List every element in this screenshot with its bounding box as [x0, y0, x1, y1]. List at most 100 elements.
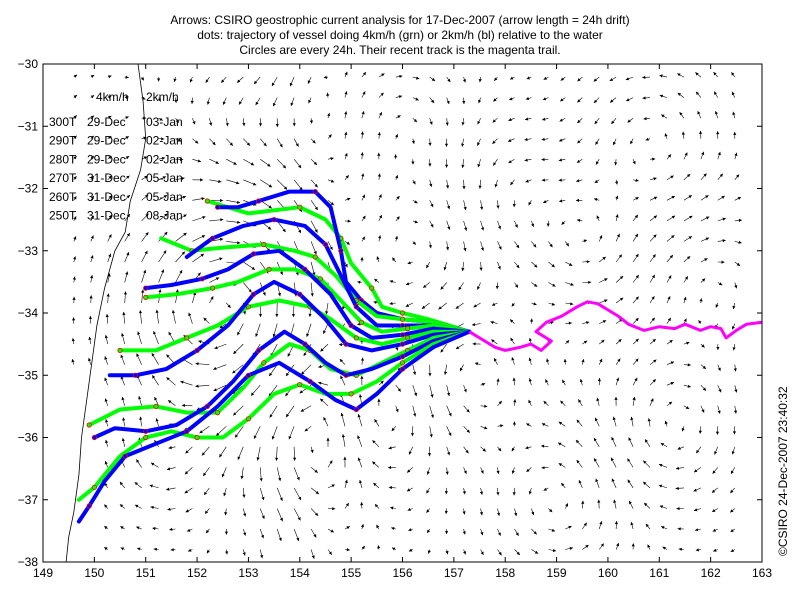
current-arrowhead — [559, 199, 563, 203]
current-arrowhead — [233, 412, 237, 416]
current-arrowhead — [679, 112, 683, 116]
current-arrowhead — [481, 227, 485, 231]
current-arrowhead — [378, 235, 382, 239]
current-arrowhead — [346, 548, 350, 552]
current-arrowhead — [688, 236, 692, 240]
current-arrowhead — [119, 481, 123, 486]
current-arrowhead — [255, 333, 259, 337]
current-arrowhead — [344, 131, 348, 136]
current-arrowhead — [195, 140, 199, 144]
current-arrowhead — [258, 314, 263, 317]
current-arrowhead — [412, 181, 416, 185]
current-arrowhead — [320, 348, 324, 352]
current-arrowhead — [166, 354, 170, 358]
current-arrowhead — [269, 414, 273, 418]
current-arrowhead — [685, 406, 690, 409]
current-arrowhead — [643, 117, 647, 121]
current-arrowhead — [493, 162, 497, 166]
current-arrowhead — [586, 260, 590, 264]
current-arrowhead — [578, 480, 582, 484]
current-arrowhead — [313, 251, 317, 255]
current-arrowhead — [413, 118, 417, 123]
current-arrowhead — [466, 429, 470, 433]
current-arrowhead — [292, 123, 296, 127]
current-arrowhead — [508, 138, 512, 142]
current-arrowhead — [694, 469, 698, 473]
current-arrowhead — [609, 78, 614, 81]
current-arrowhead — [359, 480, 363, 484]
current-arrowhead — [551, 264, 555, 268]
current-arrowhead — [379, 112, 382, 116]
current-arrowhead — [642, 96, 646, 100]
current-arrowhead — [121, 396, 125, 401]
current-arrowhead — [279, 517, 283, 522]
current-arrowhead — [426, 471, 430, 475]
current-arrowhead — [731, 91, 735, 96]
current-arrowhead — [212, 141, 216, 146]
x-tick-label: 150 — [84, 566, 104, 580]
current-arrowhead — [137, 547, 141, 551]
current-arrowhead — [397, 115, 401, 119]
current-arrowhead — [549, 243, 553, 248]
current-arrowhead — [399, 74, 403, 78]
day-circle — [353, 335, 359, 341]
current-arrowhead — [448, 432, 452, 436]
current-arrowhead — [88, 357, 92, 362]
current-arrowhead — [323, 417, 327, 421]
current-arrowhead — [595, 141, 599, 145]
current-arrowhead — [428, 142, 432, 146]
current-arrowhead — [361, 173, 365, 177]
day-circle — [399, 360, 406, 366]
legend-slow-date: 02-Jan — [146, 152, 183, 166]
current-arrowhead — [583, 340, 588, 344]
current-arrowhead — [275, 314, 279, 317]
current-arrowhead — [731, 72, 735, 76]
current-arrowhead — [462, 531, 466, 535]
day-circle — [204, 403, 210, 409]
current-arrowhead — [391, 427, 395, 432]
current-arrowhead — [675, 486, 679, 490]
current-arrowhead — [615, 214, 619, 218]
current-arrowhead — [576, 419, 580, 423]
current-arrowhead — [166, 377, 170, 381]
current-arrowhead — [181, 251, 185, 255]
current-arrowhead — [534, 264, 538, 268]
current-arrowhead — [138, 396, 142, 400]
current-arrowhead — [143, 156, 148, 160]
current-arrowhead — [693, 488, 697, 492]
current-arrowhead — [126, 195, 130, 199]
day-circle — [86, 422, 92, 428]
current-arrowhead — [373, 300, 377, 304]
current-arrowhead — [478, 185, 482, 189]
current-arrowhead — [463, 551, 466, 555]
current-arrowhead — [524, 137, 528, 141]
current-arrowhead — [541, 157, 545, 162]
current-arrowhead — [392, 257, 396, 261]
current-arrowhead — [568, 321, 572, 325]
current-arrowhead — [291, 313, 296, 317]
current-arrowhead — [512, 204, 516, 208]
current-arrowhead — [694, 508, 698, 512]
current-arrowhead — [634, 377, 638, 382]
current-arrowhead — [179, 270, 183, 274]
current-arrowhead — [718, 389, 722, 393]
current-arrowhead — [108, 156, 112, 160]
current-arrowhead — [357, 435, 361, 439]
trajectory-line — [92, 329, 472, 440]
current-arrowhead — [125, 271, 129, 275]
current-arrowhead — [279, 143, 283, 148]
trajectory-line — [76, 329, 472, 524]
y-tick-label: −30 — [18, 57, 39, 71]
current-arrowhead — [407, 261, 411, 265]
current-arrowhead — [462, 511, 466, 515]
current-arrowhead — [714, 111, 718, 115]
current-arrowhead — [512, 421, 516, 425]
current-arrowhead — [362, 91, 366, 95]
coastline-path — [65, 63, 147, 563]
current-arrowhead — [73, 95, 77, 99]
current-arrowhead — [689, 215, 693, 219]
current-arrowhead — [166, 467, 171, 471]
current-arrowhead — [695, 528, 699, 532]
current-arrowhead — [496, 378, 500, 382]
current-arrowhead — [446, 100, 450, 104]
